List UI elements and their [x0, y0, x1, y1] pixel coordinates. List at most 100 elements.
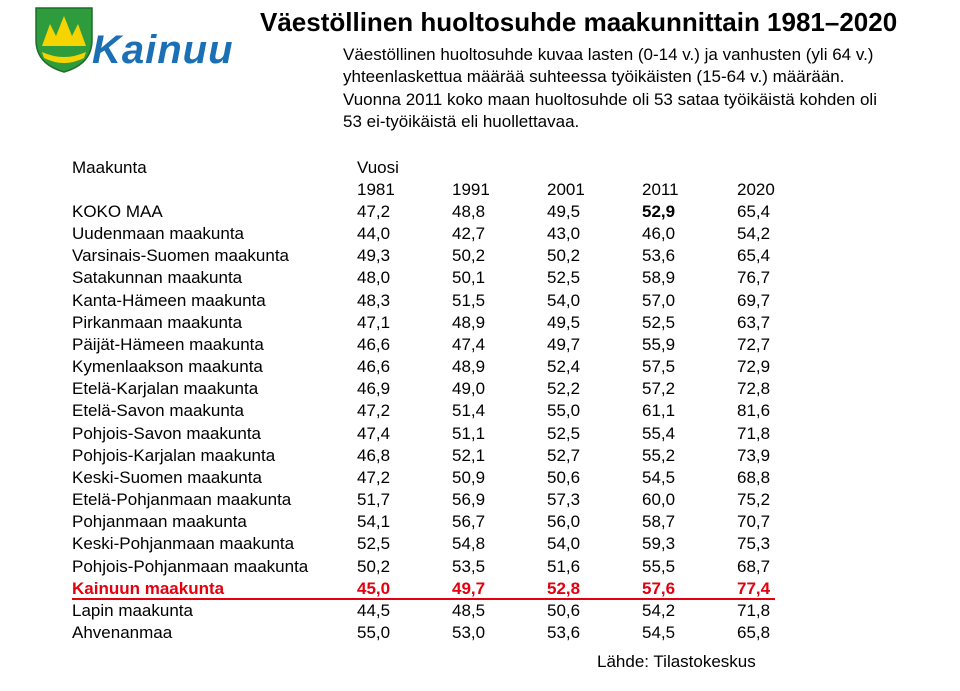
logo-text: Kainuu: [92, 28, 234, 72]
cell-value: 52,1: [452, 445, 486, 465]
cell-value: 46,8: [357, 445, 391, 465]
cell-value: 48,9: [452, 312, 486, 332]
row-name: Uudenmaan maakunta: [72, 224, 245, 244]
cell-value: 57,3: [547, 490, 581, 510]
column-header: Maakunta: [72, 158, 147, 177]
column-header: Vuosi: [357, 158, 399, 177]
cell-value: 53,6: [642, 246, 676, 266]
year-header: 1991: [452, 180, 490, 199]
cell-value: 52,2: [547, 379, 581, 399]
cell-value: 50,9: [452, 467, 486, 487]
cell-value: 52,5: [357, 534, 391, 554]
row-name: Etelä-Pohjanmaan maakunta: [72, 490, 292, 510]
row-name: Pirkanmaan maakunta: [72, 312, 243, 332]
row-name: Satakunnan maakunta: [72, 268, 243, 288]
row-name: Varsinais-Suomen maakunta: [72, 246, 290, 266]
cell-value: 52,4: [547, 357, 581, 377]
cell-value: 55,0: [547, 401, 581, 421]
cell-value: 48,5: [452, 600, 486, 620]
cell-value: 49,7: [452, 578, 486, 598]
row-name: Pohjanmaan maakunta: [72, 512, 247, 532]
cell-value: 58,9: [642, 268, 676, 288]
cell-value: 42,7: [452, 224, 486, 244]
cell-value: 44,0: [357, 224, 391, 244]
cell-value: 75,2: [737, 490, 771, 510]
cell-value: 57,0: [642, 290, 676, 310]
cell-value: 57,6: [642, 578, 676, 598]
cell-value: 77,4: [737, 578, 771, 598]
cell-value: 54,2: [737, 224, 771, 244]
cell-value: 52,8: [547, 578, 581, 598]
cell-value: 47,1: [357, 312, 391, 332]
cell-value: 50,2: [357, 556, 391, 576]
cell-value: 71,8: [737, 600, 771, 620]
row-name: Lapin maakunta: [72, 600, 193, 620]
cell-value: 48,8: [452, 202, 486, 221]
row-name: Kainuun maakunta: [72, 578, 225, 598]
cell-value: 49,3: [357, 246, 391, 266]
cell-value: 46,9: [357, 379, 391, 399]
cell-value: 52,5: [642, 312, 676, 332]
cell-value: 54,8: [452, 534, 486, 554]
cell-value: 68,8: [737, 467, 771, 487]
cell-value: 50,6: [547, 600, 581, 620]
cell-value: 54,1: [357, 512, 391, 532]
cell-value: 73,9: [737, 445, 771, 465]
row-name: Keski-Pohjanmaan maakunta: [72, 534, 295, 554]
cell-value: 50,2: [452, 246, 486, 266]
cell-value: 55,2: [642, 445, 676, 465]
cell-value: 49,5: [547, 312, 581, 332]
intro-line: yhteenlaskettua määrää suhteessa työikäi…: [343, 67, 845, 87]
cell-value: 65,8: [737, 623, 771, 642]
intro-line: Väestöllinen huoltosuhde kuvaa lasten (0…: [343, 45, 874, 64]
cell-value: 65,4: [737, 246, 771, 266]
row-name: KOKO MAA: [72, 202, 163, 221]
cell-value: 54,0: [547, 534, 581, 554]
cell-value: 69,7: [737, 290, 771, 310]
logo-shield: [35, 7, 93, 73]
cell-value: 46,0: [642, 224, 676, 244]
cell-value: 55,0: [357, 623, 391, 642]
cell-value: 51,7: [357, 490, 391, 510]
row-name: Kymenlaakson maakunta: [72, 357, 263, 377]
year-header: 1981: [357, 180, 395, 199]
cell-value: 55,5: [642, 556, 676, 576]
cell-value: 52,7: [547, 445, 581, 465]
row-name: Pohjois-Pohjanmaan maakunta: [72, 556, 309, 576]
cell-value: 58,7: [642, 512, 676, 532]
row-name: Päijät-Hämeen maakunta: [72, 334, 264, 354]
cell-value: 47,4: [357, 423, 391, 443]
cell-value: 43,0: [547, 224, 581, 244]
cell-value: 51,6: [547, 556, 581, 576]
row-name: Kanta-Hämeen maakunta: [72, 290, 266, 310]
row-name: Ahvenanmaa: [72, 623, 173, 642]
title: Väestöllinen huoltosuhde maakunnittain 1…: [260, 7, 898, 37]
cell-value: 76,7: [737, 268, 771, 288]
cell-value: 65,4: [737, 202, 771, 221]
cell-value: 51,1: [452, 423, 486, 443]
cell-value: 50,6: [547, 467, 581, 487]
cell-value: 56,0: [547, 512, 581, 532]
year-header: 2001: [547, 180, 585, 199]
cell-value: 46,6: [357, 334, 391, 354]
cell-value: 47,2: [357, 467, 391, 487]
cell-value: 54,2: [642, 600, 676, 620]
cell-value: 53,5: [452, 556, 486, 576]
cell-value: 71,8: [737, 423, 771, 443]
cell-value: 47,2: [357, 202, 391, 221]
cell-value: 59,3: [642, 534, 676, 554]
row-name: Pohjois-Karjalan maakunta: [72, 445, 276, 465]
cell-value: 48,3: [357, 290, 391, 310]
cell-value: 55,4: [642, 423, 676, 443]
cell-value: 75,3: [737, 534, 771, 554]
cell-value: 47,2: [357, 401, 391, 421]
row-name: Pohjois-Savon maakunta: [72, 423, 262, 443]
cell-value: 68,7: [737, 556, 771, 576]
cell-value: 56,7: [452, 512, 486, 532]
row-underline: [72, 597, 775, 600]
cell-value: 54,5: [642, 467, 676, 487]
cell-value: 51,5: [452, 290, 486, 310]
cell-value: 63,7: [737, 312, 771, 332]
cell-value: 48,0: [357, 268, 391, 288]
cell-value: 48,9: [452, 357, 486, 377]
